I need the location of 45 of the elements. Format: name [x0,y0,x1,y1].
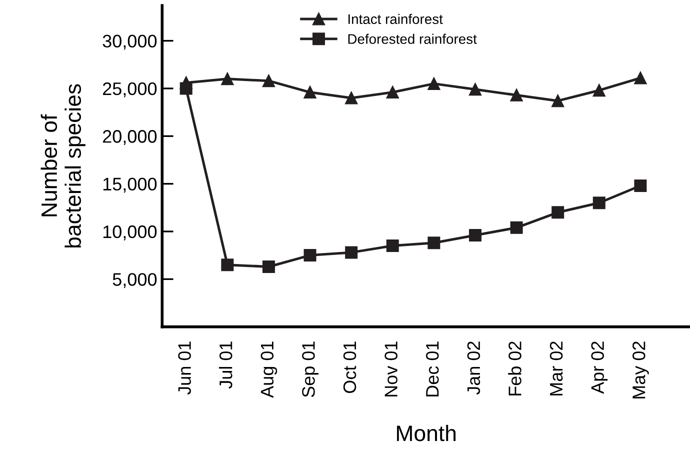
x-axis-title: Month [397,424,456,442]
point [304,249,316,262]
x-tick-label: Nov 01 [384,342,398,396]
point [304,86,316,99]
x-tick-label: Sep 01 [302,342,318,398]
x-tick-label: Aug 01 [260,342,278,398]
point [592,84,606,97]
point [345,92,358,104]
point [180,76,192,89]
y-tick-label: 15,000 [103,178,157,193]
x-tick-label: Mar 02 [550,342,563,396]
point [634,72,647,84]
point [428,236,440,250]
x-tick-label: May 02 [632,342,649,398]
point [221,258,234,272]
point [552,94,564,108]
y-tick-label: 5,000 [112,273,157,288]
point [468,229,482,242]
x-tick-label: Feb 02 [508,342,522,396]
y-axis-title: Number of bacterial species [40,84,86,248]
x-tick-label: Apr 02 [591,342,608,394]
point [634,179,647,192]
x-tick-label: Oct 01 [343,342,356,394]
x-tick-label: Jun 01 [178,342,191,395]
point [468,83,482,96]
y-tick-label: 10,000 [103,225,157,240]
x-tick-label: Dec 01 [426,342,439,396]
x-tick-label: Jul 01 [218,342,232,389]
y-tick-label: 25,000 [102,82,157,98]
point [592,196,606,210]
point [510,88,523,102]
legend-label: Intact rainforest [348,14,443,24]
point [510,221,523,234]
x-tick-label: Jan 02 [467,342,480,395]
point [262,74,275,88]
y-tick-label: 20,000 [102,130,157,145]
point [262,260,275,273]
point [386,86,399,99]
point [386,240,399,252]
point [552,206,564,219]
point [345,246,358,259]
y-tick-label: 30,000 [102,34,157,50]
point [428,77,440,90]
legend-label: Deforested rainforest [348,34,477,44]
point [221,72,234,86]
